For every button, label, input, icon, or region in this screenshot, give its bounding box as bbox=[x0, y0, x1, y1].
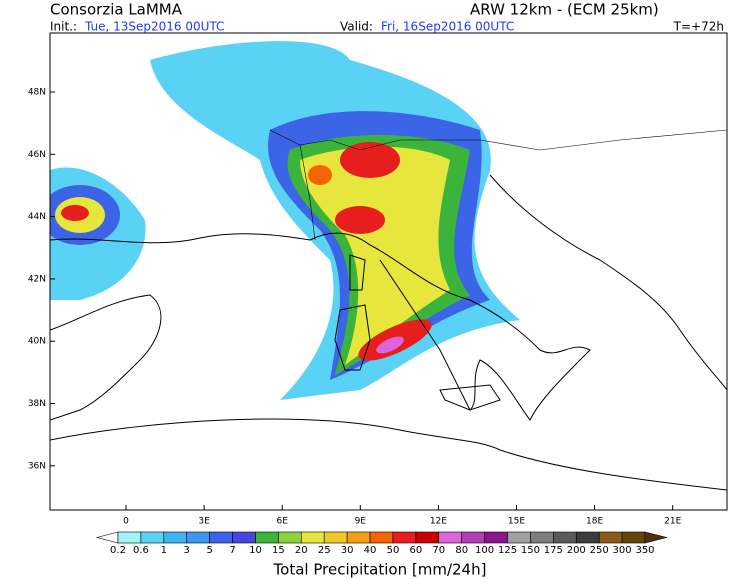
colorbar-swatch bbox=[530, 531, 554, 544]
init-date: Tue, 13Sep2016 00UTC bbox=[84, 20, 224, 34]
colorbar-label: 15 bbox=[272, 545, 285, 556]
colorbar-label: 150 bbox=[521, 545, 540, 556]
precip-core bbox=[376, 336, 404, 354]
colorbar-swatch bbox=[392, 531, 417, 544]
colorbar-label: 125 bbox=[498, 545, 517, 556]
lon-label: 15E bbox=[508, 517, 525, 527]
colorbar-swatch bbox=[415, 531, 440, 544]
colorbar-label: 300 bbox=[613, 545, 632, 556]
lon-label: 18E bbox=[586, 517, 603, 527]
lon-label: 9E bbox=[355, 517, 367, 527]
lead-time: T=+72h bbox=[673, 20, 724, 34]
colorbar-swatch bbox=[621, 531, 646, 544]
init-label: Init.: bbox=[50, 20, 77, 34]
colorbar-label: 200 bbox=[567, 545, 586, 556]
lon-label: 12E bbox=[430, 517, 447, 527]
precip-core bbox=[335, 206, 385, 234]
colorbar-label: 100 bbox=[475, 545, 494, 556]
colorbar-label: 7 bbox=[229, 545, 235, 556]
colorbar-label: 25 bbox=[318, 545, 331, 556]
colorbar-label: 250 bbox=[590, 545, 609, 556]
colorbar-swatch bbox=[163, 531, 188, 544]
lat-label: 36N bbox=[28, 461, 46, 471]
map bbox=[49, 32, 728, 511]
colorbar-label: 40 bbox=[364, 545, 377, 556]
lon-label: 3E bbox=[198, 517, 210, 527]
colorbar-title: Total Precipitation [mm/24h] bbox=[273, 561, 487, 579]
colorbar-label: 350 bbox=[635, 545, 654, 556]
colorbar-under bbox=[95, 531, 119, 544]
lat-label: 42N bbox=[28, 274, 46, 284]
colorbar-swatch bbox=[346, 531, 371, 544]
colorbar-swatch bbox=[186, 531, 210, 544]
colorbar-swatch bbox=[507, 531, 531, 544]
colorbar-swatch bbox=[209, 531, 233, 544]
colorbar-swatch bbox=[232, 531, 256, 544]
map-frame bbox=[49, 32, 728, 511]
colorbar-label: 3 bbox=[184, 545, 190, 556]
lat-label: 38N bbox=[28, 399, 46, 409]
precip-core bbox=[308, 165, 332, 185]
colorbar-swatch bbox=[461, 531, 485, 544]
colorbar-label: 175 bbox=[544, 545, 563, 556]
colorbar-label: 80 bbox=[455, 545, 468, 556]
colorbar-swatch bbox=[575, 531, 600, 544]
colorbar-label: 5 bbox=[206, 545, 212, 556]
precip-area bbox=[300, 146, 450, 365]
colorbar-swatch bbox=[278, 531, 302, 544]
valid-date: Fri, 16Sep2016 00UTC bbox=[381, 20, 514, 34]
colorbar-swatch bbox=[598, 531, 623, 544]
precip-core bbox=[61, 205, 89, 221]
lon-label: 0 bbox=[123, 517, 129, 527]
map-ticks: 48N 46N 44N 42N 40N 38N 36N 0 3E 6E 9E 12E 15E 18E 21E bbox=[28, 88, 682, 527]
colorbar-swatch bbox=[484, 531, 508, 544]
colorbar-swatch bbox=[117, 531, 142, 544]
colorbar-label: 0.6 bbox=[133, 545, 149, 556]
colorbar-label: 1 bbox=[161, 545, 167, 556]
lon-label: 6E bbox=[276, 517, 288, 527]
title: Consorzia LaMMA bbox=[50, 1, 183, 19]
model: ARW 12km - (ECM 25km) bbox=[470, 1, 659, 19]
lat-label: 48N bbox=[28, 88, 46, 98]
colorbar-label: 0.2 bbox=[110, 545, 126, 556]
colorbar-swatch bbox=[438, 531, 462, 544]
lat-label: 46N bbox=[28, 150, 46, 160]
lat-label: 44N bbox=[28, 212, 46, 222]
colorbar-swatch bbox=[323, 531, 348, 544]
colorbar-over bbox=[644, 531, 668, 544]
lat-label: 40N bbox=[28, 337, 46, 347]
colorbar-swatch bbox=[369, 531, 394, 544]
colorbar-label: 30 bbox=[341, 545, 354, 556]
colorbar-label: 50 bbox=[387, 545, 400, 556]
precip-core bbox=[340, 142, 400, 178]
valid-label: Valid: bbox=[340, 20, 373, 34]
colorbar-label: 70 bbox=[432, 545, 445, 556]
colorbar-swatch bbox=[140, 531, 165, 544]
colorbar-label: 10 bbox=[249, 545, 262, 556]
colorbar-swatch bbox=[301, 531, 325, 544]
colorbar-label: 60 bbox=[410, 545, 423, 556]
colorbar-label: 20 bbox=[295, 545, 308, 556]
colorbar-swatch bbox=[553, 531, 577, 544]
colorbar-swatch bbox=[255, 531, 279, 544]
colorbar: 0.2 0.6 1 3 5 7 10 15 20 25 30 40 50 60 70 80 100 125 150 1… bbox=[95, 531, 668, 556]
lon-label: 21E bbox=[664, 517, 681, 527]
